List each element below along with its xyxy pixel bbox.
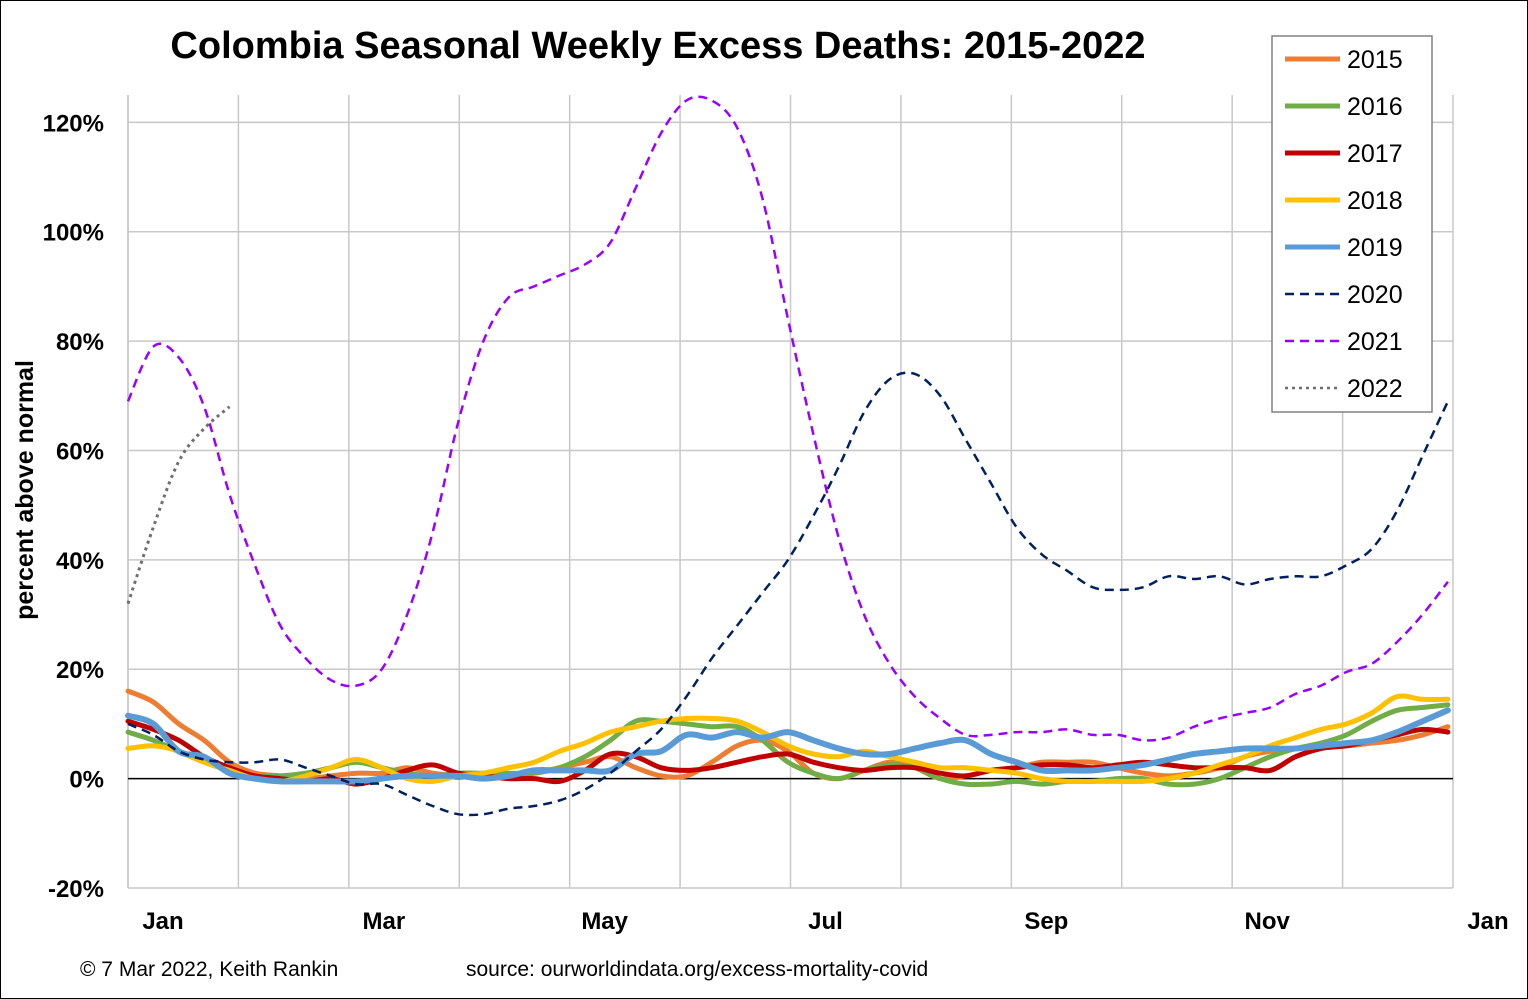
y-tick-label: 120% bbox=[43, 110, 104, 137]
y-tick-label: 80% bbox=[56, 329, 104, 356]
series-line-2018 bbox=[125, 693, 1451, 785]
series-lines bbox=[125, 95, 1451, 817]
x-tick-label: Sep bbox=[1024, 908, 1068, 935]
legend-label-2020: 2020 bbox=[1347, 281, 1403, 309]
x-tick-label: Jan bbox=[142, 908, 183, 935]
y-tick-label: 40% bbox=[56, 548, 104, 575]
y-tick-label: -20% bbox=[48, 876, 104, 903]
chart-grid bbox=[127, 95, 1454, 889]
legend-label-2018: 2018 bbox=[1347, 187, 1403, 215]
legend-box bbox=[1271, 35, 1433, 413]
x-tick-label: Jan bbox=[1467, 908, 1508, 935]
series-line-2020 bbox=[127, 371, 1450, 817]
legend-label-2021: 2021 bbox=[1347, 328, 1403, 356]
legend-label-2017: 2017 bbox=[1347, 140, 1403, 168]
legend-label-2016: 2016 bbox=[1347, 93, 1403, 121]
y-axis-label: percent above normal bbox=[11, 360, 39, 620]
x-tick-label: Jul bbox=[808, 908, 843, 935]
y-tick-label: 60% bbox=[56, 438, 104, 465]
source-text: source: ourworldindata.org/excess-mortal… bbox=[466, 958, 928, 981]
x-axis-ticks: Jan Mar May Jul Sep Nov Jan bbox=[142, 908, 1508, 935]
chart-title: Colombia Seasonal Weekly Excess Deaths: … bbox=[170, 25, 1145, 67]
x-tick-label: May bbox=[581, 908, 628, 935]
y-tick-label: 100% bbox=[43, 220, 104, 247]
legend: 2015 2016 2017 2018 2019 2020 2021 2022 bbox=[1271, 35, 1433, 413]
x-tick-label: Nov bbox=[1244, 908, 1290, 935]
series-line-2022 bbox=[126, 405, 231, 605]
y-tick-label: 20% bbox=[56, 657, 104, 684]
legend-label-2019: 2019 bbox=[1347, 234, 1403, 262]
y-tick-label: 0% bbox=[69, 767, 104, 794]
y-axis-ticks: 120% 100% 80% 60% 40% 20% 0% -20% bbox=[43, 110, 104, 903]
series-line-2021 bbox=[126, 95, 1449, 742]
legend-label-2015: 2015 bbox=[1347, 46, 1403, 74]
legend-label-2022: 2022 bbox=[1347, 375, 1403, 403]
x-tick-label: Mar bbox=[362, 908, 405, 935]
copyright-text: © 7 Mar 2022, Keith Rankin bbox=[80, 958, 338, 981]
